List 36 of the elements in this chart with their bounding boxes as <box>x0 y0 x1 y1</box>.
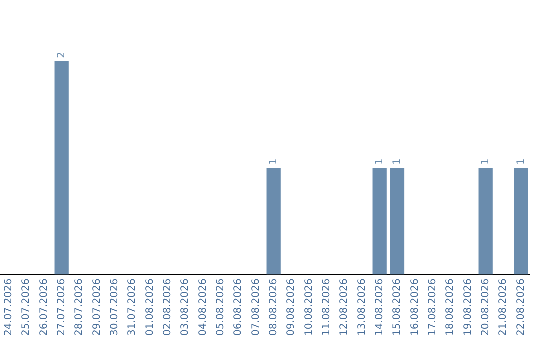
data-label: 1 <box>374 158 386 166</box>
x-tick-label: 25.07.2026 <box>21 278 32 336</box>
data-label: 1 <box>268 158 280 166</box>
data-label: 1 <box>516 158 527 166</box>
x-tick-label: 26.07.2026 <box>38 278 50 336</box>
x-tick-label: 12.08.2026 <box>339 278 350 336</box>
data-label: 1 <box>480 158 492 166</box>
x-tick-label: 03.08.2026 <box>180 278 192 336</box>
x-tick-label: 10.08.2026 <box>304 278 315 336</box>
x-tick-label: 27.07.2026 <box>56 278 68 336</box>
x-tick-label: 22.08.2026 <box>516 278 527 336</box>
x-tick-label: 08.08.2026 <box>268 278 280 336</box>
data-label: 2 <box>56 52 68 58</box>
x-tick-label: 06.08.2026 <box>233 278 244 336</box>
x-tick-label: 11.08.2026 <box>321 278 332 336</box>
x-tick-label: 01.08.2026 <box>144 278 156 336</box>
x-tick-label: 28.07.2026 <box>74 278 86 336</box>
x-tick-label: 14.08.2026 <box>374 278 386 336</box>
x-tick-label: 16.08.2026 <box>410 278 421 336</box>
x-tick-label: 29.07.2026 <box>92 278 103 336</box>
x-tick-label: 18.08.2026 <box>445 278 456 336</box>
x-tick-label: 15.08.2026 <box>392 278 404 336</box>
x-tick-label: 31.07.2026 <box>127 278 138 336</box>
x-tick-label: 30.07.2026 <box>109 278 120 336</box>
x-tick-label: 20.08.2026 <box>480 278 492 336</box>
x-tick-label: 21.08.2026 <box>498 278 510 336</box>
x-tick-label: 19.08.2026 <box>462 278 474 336</box>
x-tick-label: 09.08.2026 <box>286 278 298 336</box>
x-tick-label: 07.08.2026 <box>250 278 262 336</box>
x-tick-label: 17.08.2026 <box>427 278 438 336</box>
x-tick-label: 02.08.2026 <box>162 278 174 336</box>
x-tick-label: 04.08.2026 <box>198 278 209 336</box>
data-label: 1 <box>392 158 404 166</box>
x-tick-label: 05.08.2026 <box>215 278 226 336</box>
x-tick-label: 13.08.2026 <box>356 278 368 336</box>
x-tick-label: 24.07.2026 <box>3 278 14 336</box>
